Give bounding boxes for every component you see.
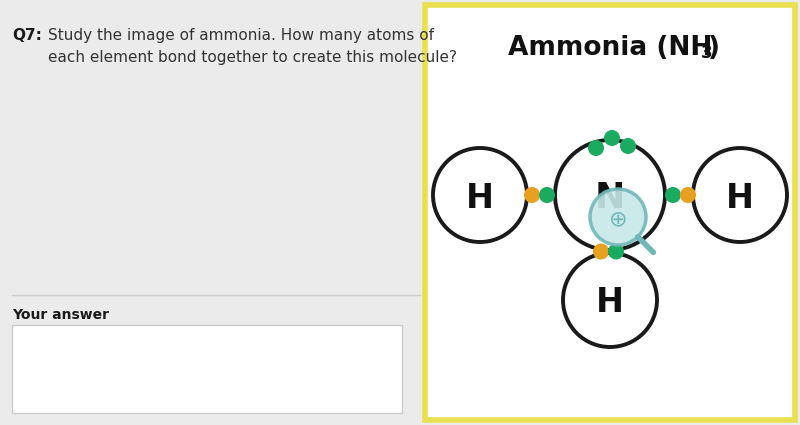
Circle shape xyxy=(524,187,540,203)
FancyBboxPatch shape xyxy=(12,325,402,413)
Circle shape xyxy=(680,187,696,203)
Text: H: H xyxy=(726,181,754,215)
Circle shape xyxy=(555,140,665,250)
Circle shape xyxy=(693,148,787,242)
Text: ⊕: ⊕ xyxy=(609,209,627,229)
Text: Study the image of ammonia. How many atoms of
each element bond together to crea: Study the image of ammonia. How many ato… xyxy=(48,28,457,65)
Text: Ammonia (NH: Ammonia (NH xyxy=(508,35,712,61)
Text: ): ) xyxy=(708,35,720,61)
FancyBboxPatch shape xyxy=(425,5,795,420)
FancyBboxPatch shape xyxy=(0,0,425,425)
Circle shape xyxy=(433,148,527,242)
Circle shape xyxy=(588,140,604,156)
Text: Q7:: Q7: xyxy=(12,28,42,43)
Circle shape xyxy=(604,130,620,146)
Text: H: H xyxy=(596,286,624,320)
Text: Your answer: Your answer xyxy=(12,308,109,322)
Text: 3: 3 xyxy=(701,44,713,62)
Text: N: N xyxy=(595,181,625,215)
Circle shape xyxy=(593,244,609,260)
Circle shape xyxy=(539,187,555,203)
Text: H: H xyxy=(466,181,494,215)
Circle shape xyxy=(608,244,624,260)
Circle shape xyxy=(590,189,646,245)
Circle shape xyxy=(563,253,657,347)
Circle shape xyxy=(620,138,636,154)
Circle shape xyxy=(665,187,681,203)
